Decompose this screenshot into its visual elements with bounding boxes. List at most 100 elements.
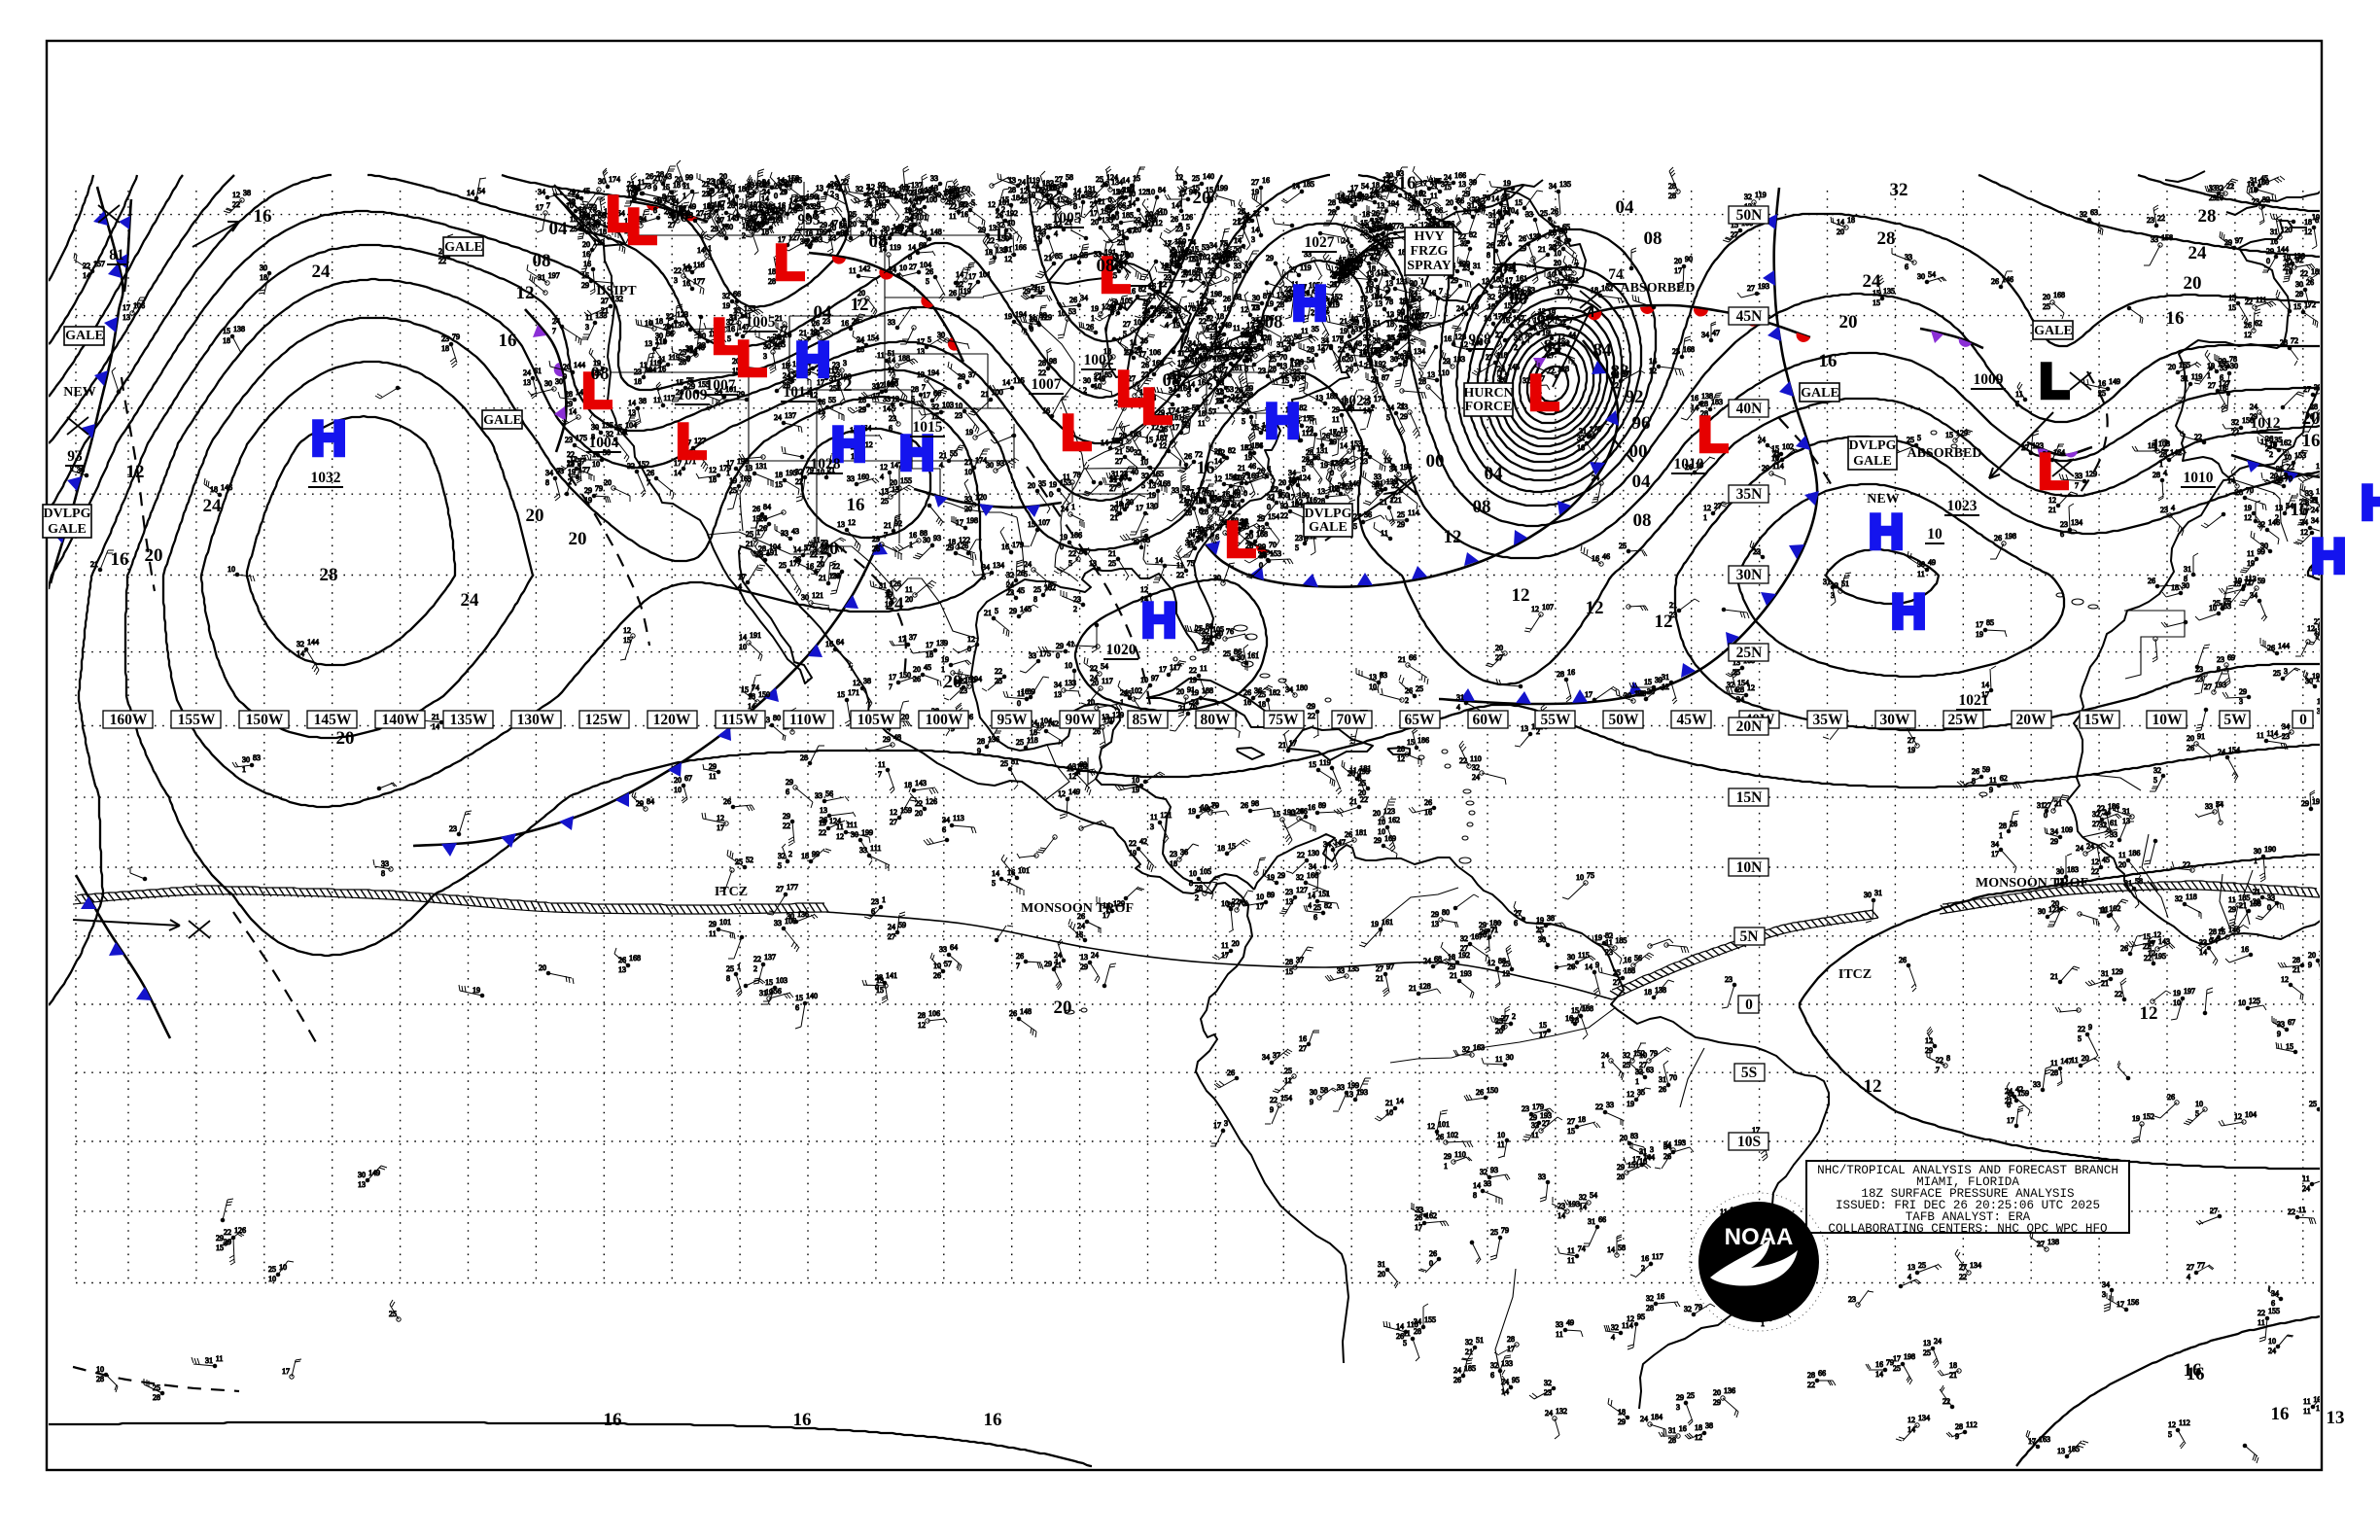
- svg-text:16: 16: [984, 1410, 1002, 1430]
- svg-text:26: 26: [2148, 577, 2155, 585]
- svg-text:30: 30: [77, 466, 85, 474]
- svg-text:45N: 45N: [1736, 308, 1763, 325]
- svg-text:HURCN: HURCN: [1463, 386, 1513, 401]
- svg-text:115W: 115W: [721, 712, 758, 728]
- svg-text:12: 12: [851, 295, 869, 315]
- svg-text:16: 16: [2302, 431, 2321, 451]
- svg-text:150W: 150W: [246, 712, 284, 728]
- svg-text:12: 12: [2140, 1003, 2158, 1024]
- svg-text:0: 0: [1745, 997, 1753, 1013]
- svg-text:20: 20: [1193, 188, 1211, 208]
- svg-text:1028: 1028: [96, 1365, 104, 1383]
- svg-text:16: 16: [2291, 500, 2309, 520]
- svg-text:24: 24: [2188, 243, 2208, 263]
- svg-text:1032: 1032: [311, 470, 341, 486]
- svg-text:16: 16: [1819, 351, 1838, 371]
- svg-text:H: H: [2361, 475, 2380, 530]
- svg-text:ITCZ: ITCZ: [1838, 967, 1872, 982]
- svg-text:30: 30: [937, 331, 945, 339]
- svg-text:22: 22: [2183, 860, 2190, 869]
- svg-text:28: 28: [2198, 206, 2217, 227]
- svg-text:10: 10: [228, 565, 235, 574]
- svg-text:22: 22: [1942, 1397, 1950, 1406]
- svg-text:00: 00: [1426, 451, 1445, 472]
- svg-text:FRZG: FRZG: [1411, 244, 1449, 259]
- svg-text:12: 12: [1512, 585, 1530, 606]
- svg-text:10: 10: [1927, 526, 1942, 542]
- svg-text:5S: 5S: [1741, 1065, 1757, 1081]
- svg-text:00: 00: [1629, 441, 1648, 462]
- svg-text:1023: 1023: [1342, 393, 1372, 409]
- svg-text:0: 0: [2299, 712, 2307, 728]
- svg-text:28: 28: [320, 565, 338, 585]
- svg-text:16: 16: [2241, 945, 2249, 954]
- svg-text:20: 20: [821, 539, 839, 559]
- svg-text:25W: 25W: [1948, 712, 1979, 728]
- svg-text:H: H: [795, 332, 830, 387]
- svg-text:21: 21: [2050, 972, 2058, 981]
- svg-text:70W: 70W: [1337, 712, 1368, 728]
- svg-text:1023: 1023: [1947, 498, 1978, 514]
- svg-text:29: 29: [737, 390, 745, 399]
- svg-text:08: 08: [1473, 497, 1491, 517]
- svg-text:GALE: GALE: [1853, 454, 1892, 469]
- svg-text:00: 00: [671, 206, 689, 227]
- svg-text:H: H: [1141, 593, 1176, 648]
- svg-text:L: L: [627, 199, 657, 254]
- svg-text:135W: 135W: [450, 712, 488, 728]
- svg-text:22: 22: [1495, 331, 1503, 339]
- svg-text:29: 29: [1258, 550, 1266, 559]
- svg-text:11: 11: [1233, 324, 1241, 332]
- svg-text:32: 32: [1890, 180, 1908, 200]
- svg-text:10: 10: [1140, 458, 1148, 467]
- svg-text:04: 04: [1616, 197, 1635, 218]
- svg-text:MONSOON TROF: MONSOON TROF: [1021, 901, 1134, 916]
- svg-text:20: 20: [2184, 273, 2202, 294]
- svg-text:12: 12: [1159, 441, 1167, 450]
- svg-text:30N: 30N: [1736, 567, 1763, 583]
- svg-text:12: 12: [1864, 1076, 1882, 1097]
- svg-text:1005: 1005: [1052, 210, 1082, 227]
- svg-text:GALE: GALE: [1801, 386, 1839, 401]
- svg-text:50W: 50W: [1609, 712, 1640, 728]
- svg-text:1021: 1021: [1959, 692, 1989, 709]
- svg-text:20: 20: [944, 672, 962, 692]
- svg-text:215: 21 5: [984, 607, 998, 617]
- svg-text:35N: 35N: [1736, 486, 1763, 503]
- svg-text:10: 10: [1087, 698, 1095, 707]
- svg-text:11: 11: [1214, 325, 1222, 333]
- svg-text:27: 27: [1500, 234, 1508, 243]
- svg-text:30W: 30W: [1880, 712, 1911, 728]
- svg-text:GALE: GALE: [2034, 324, 2073, 338]
- svg-text:30: 30: [1538, 935, 1546, 944]
- svg-text:65W: 65W: [1405, 712, 1436, 728]
